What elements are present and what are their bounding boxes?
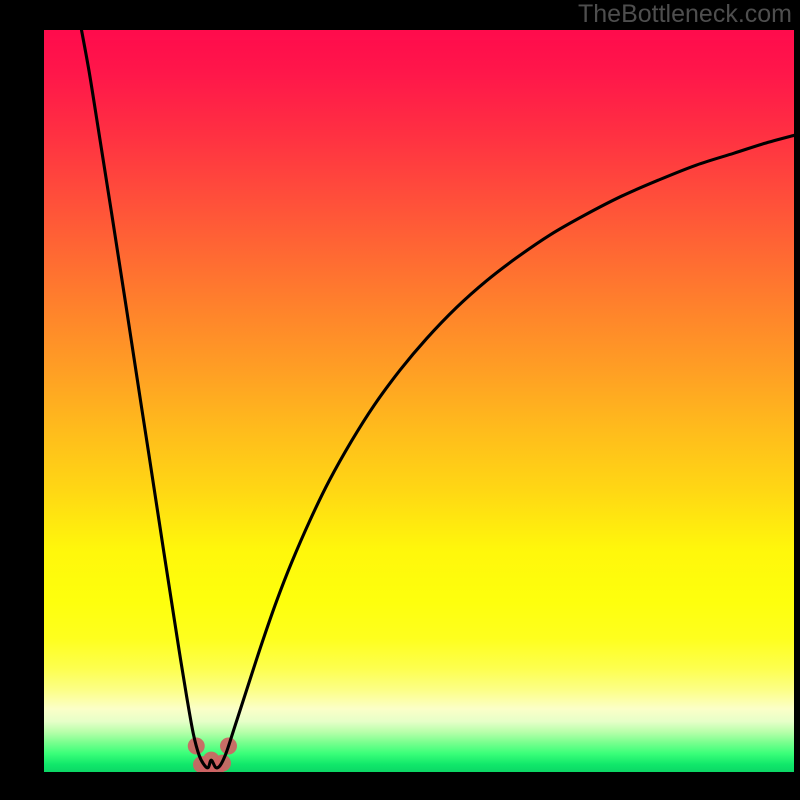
bottleneck-curve	[82, 30, 795, 768]
curve-layer	[44, 30, 794, 772]
watermark-text: TheBottleneck.com	[578, 0, 792, 29]
chart-stage: TheBottleneck.com	[0, 0, 800, 800]
